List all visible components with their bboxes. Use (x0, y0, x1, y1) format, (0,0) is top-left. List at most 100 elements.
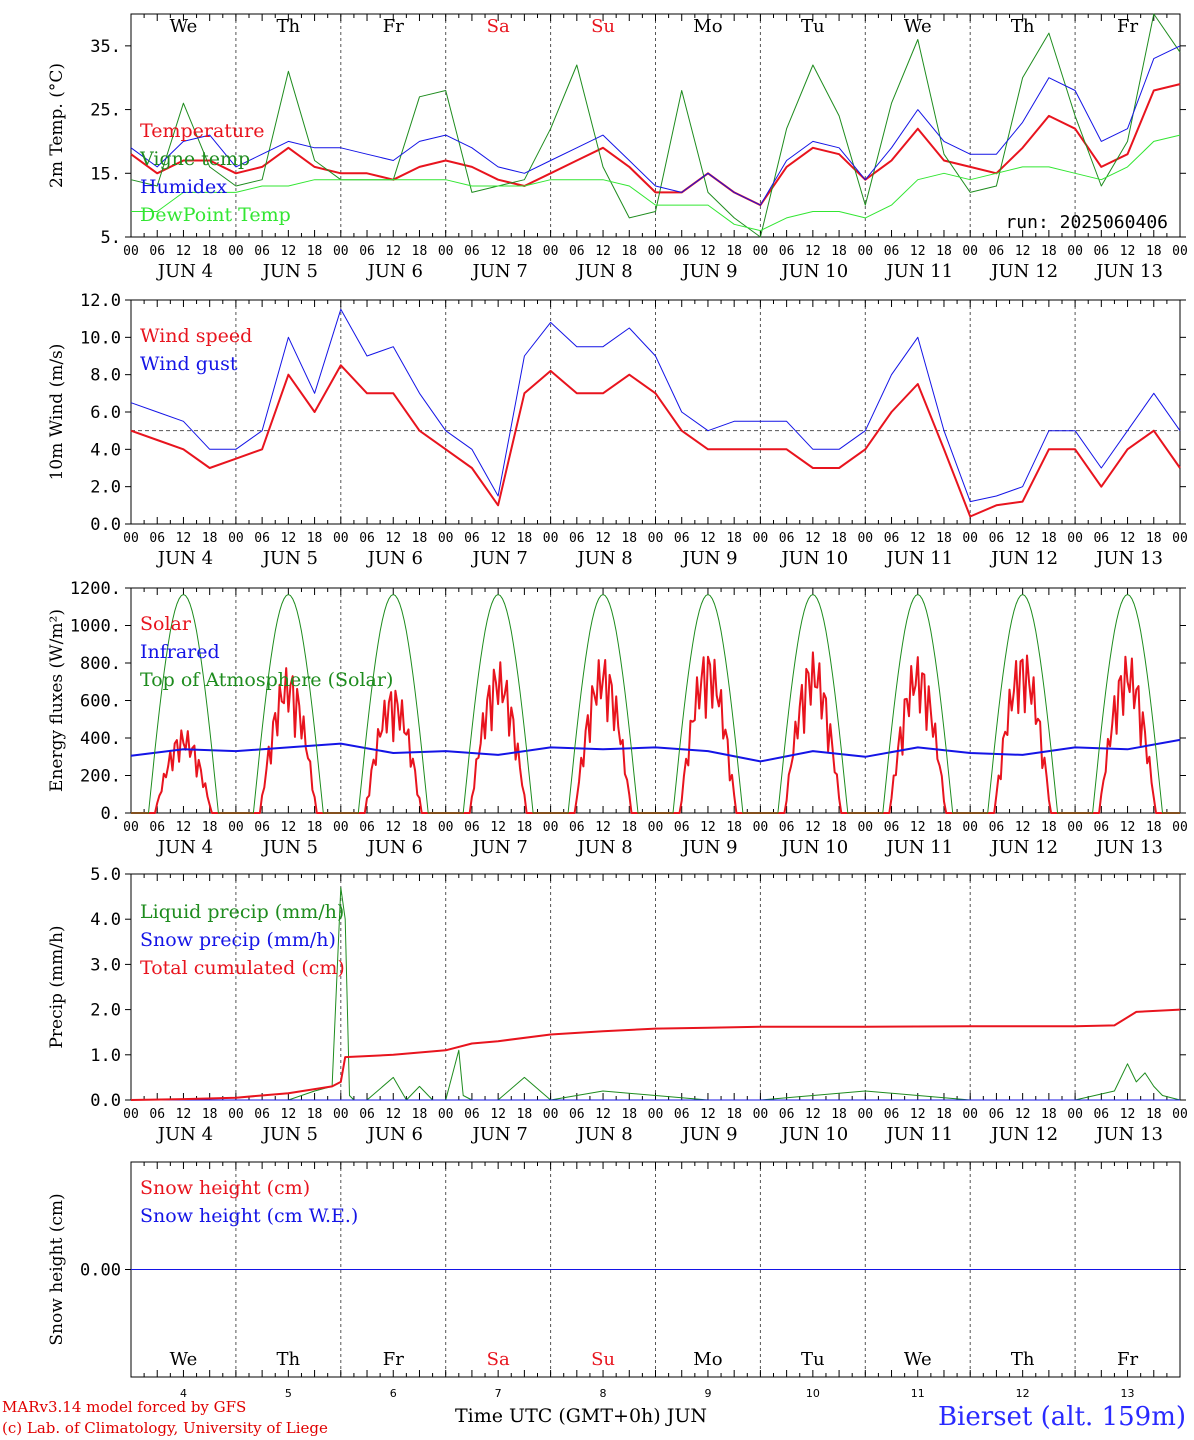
hour-tick-label: 12 (490, 244, 506, 259)
hour-tick-label: 12 (805, 244, 821, 259)
y-tick-label: 1.0 (90, 1046, 121, 1066)
day-number-label: 13 (1121, 1387, 1135, 1400)
hour-tick-label: 00 (648, 820, 664, 835)
day-name-label: Th (1011, 16, 1035, 37)
hour-tick-label: 00 (962, 1107, 978, 1122)
date-label: JUN 12 (989, 548, 1058, 569)
hour-tick-label: 12 (910, 1107, 926, 1122)
day-name-label: We (904, 16, 932, 37)
y-axis-label: Energy fluxes (W/m²) (47, 609, 67, 792)
date-label: JUN 5 (261, 548, 318, 569)
day-number-label: 11 (911, 1387, 925, 1400)
y-axis-label: 10m Wind (m/s) (47, 344, 67, 481)
date-label: JUN 13 (1094, 261, 1163, 282)
date-label: JUN 6 (366, 548, 423, 569)
hour-tick-label: 00 (333, 244, 349, 259)
hour-tick-label: 00 (753, 244, 769, 259)
hour-tick-label: 12 (805, 1107, 821, 1122)
hour-tick-label: 18 (517, 531, 533, 546)
hour-tick-label: 06 (1093, 1107, 1109, 1122)
hour-tick-label: 06 (149, 244, 165, 259)
legend-entry: Solar (140, 613, 192, 635)
hour-tick-label: 00 (962, 531, 978, 546)
series-line-1 (130, 738, 1181, 763)
date-label: JUN 6 (366, 261, 423, 282)
legend-entry: Snow height (cm) (140, 1177, 310, 1199)
hour-tick-label: 06 (884, 244, 900, 259)
date-label: JUN 9 (680, 261, 737, 282)
hour-tick-label: 18 (307, 531, 323, 546)
date-label: JUN 8 (575, 548, 632, 569)
legend-entry: Infrared (140, 641, 220, 663)
hour-tick-label: 12 (1120, 531, 1136, 546)
date-label: JUN 7 (470, 548, 527, 569)
hour-tick-label: 12 (490, 531, 506, 546)
hour-tick-label: 06 (359, 244, 375, 259)
hour-tick-label: 12 (805, 531, 821, 546)
legend-entry: Snow height (cm W.E.) (140, 1205, 358, 1227)
day-name-label: Sa (487, 1349, 510, 1370)
hour-tick-label: 18 (831, 244, 847, 259)
y-tick-label: 800. (80, 654, 121, 674)
date-label: JUN 13 (1094, 548, 1163, 569)
day-name-label: We (170, 1349, 198, 1370)
date-label: JUN 4 (156, 837, 213, 858)
day-name-label: Mo (693, 16, 722, 37)
hour-tick-label: 06 (1093, 531, 1109, 546)
hour-tick-label: 00 (438, 820, 454, 835)
date-label: JUN 11 (884, 261, 953, 282)
hour-tick-label: 00 (228, 244, 244, 259)
hour-tick-label: 12 (490, 820, 506, 835)
date-label: JUN 9 (680, 1124, 737, 1145)
hour-tick-label: 00 (857, 531, 873, 546)
hour-tick-label: 06 (569, 531, 585, 546)
hour-tick-label: 18 (202, 820, 218, 835)
y-tick-label: 0. (101, 804, 121, 824)
date-label: JUN 10 (779, 837, 848, 858)
y-tick-label: 200. (80, 767, 121, 787)
hour-tick-label: 12 (595, 531, 611, 546)
day-number-label: 7 (495, 1387, 502, 1400)
hour-tick-label: 00 (962, 244, 978, 259)
day-name-label: Fr (383, 1349, 404, 1370)
credit-line-1: MARv3.14 model forced by GFS (2, 1398, 247, 1416)
hour-tick-label: 12 (595, 820, 611, 835)
hour-tick-label: 12 (595, 1107, 611, 1122)
y-tick-label: 8.0 (90, 366, 121, 386)
credit-line-2: (c) Lab. of Climatology, University of L… (2, 1419, 328, 1437)
hour-tick-label: 06 (464, 820, 480, 835)
hour-tick-label: 18 (202, 531, 218, 546)
hour-tick-label: 12 (700, 531, 716, 546)
hour-tick-label: 12 (385, 244, 401, 259)
hour-tick-label: 06 (254, 244, 270, 259)
hour-tick-label: 12 (281, 531, 297, 546)
day-number-label: 10 (806, 1387, 820, 1400)
date-label: JUN 11 (884, 548, 953, 569)
hour-tick-label: 00 (228, 1107, 244, 1122)
date-label: JUN 11 (884, 837, 953, 858)
hour-tick-label: 12 (910, 244, 926, 259)
hour-tick-label: 18 (1041, 1107, 1057, 1122)
hour-tick-label: 06 (989, 1107, 1005, 1122)
hour-tick-label: 06 (779, 531, 795, 546)
series-line-3 (131, 134, 1181, 232)
y-tick-label: 5.0 (90, 865, 121, 885)
day-name-label: Tu (801, 1349, 825, 1370)
series-line-2 (130, 1008, 1181, 1101)
legend-entry: DewPoint Temp (140, 204, 291, 226)
hour-tick-label: 00 (438, 531, 454, 546)
date-label: JUN 6 (366, 1124, 423, 1145)
hour-tick-label: 18 (412, 820, 428, 835)
hour-tick-label: 06 (1093, 820, 1109, 835)
legend-entry: Total cumulated (cm) (140, 957, 345, 979)
hour-tick-label: 12 (1015, 244, 1031, 259)
hour-tick-label: 18 (936, 244, 952, 259)
hour-tick-label: 18 (1041, 244, 1057, 259)
hour-tick-label: 00 (857, 1107, 873, 1122)
hour-tick-label: 12 (910, 531, 926, 546)
day-name-label: Fr (1117, 1349, 1138, 1370)
hour-tick-label: 06 (989, 244, 1005, 259)
hour-tick-label: 06 (674, 244, 690, 259)
legend-entry: Vigne temp (139, 148, 250, 170)
